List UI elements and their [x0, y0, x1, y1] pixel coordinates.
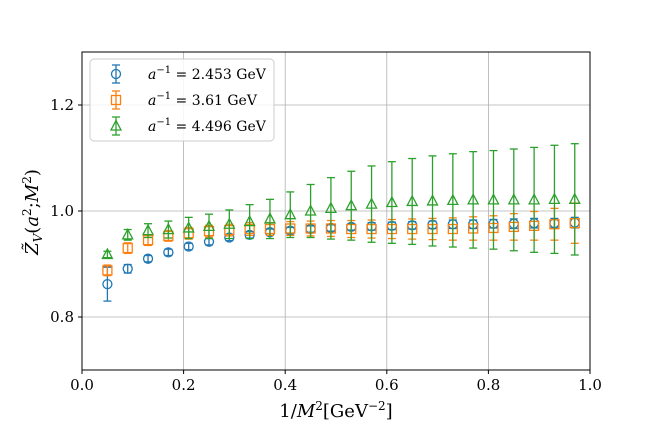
- x-tick-label: 0.0: [70, 376, 94, 394]
- triangle-marker: [487, 192, 500, 205]
- triangle-marker: [304, 204, 317, 216]
- data-point: [223, 209, 236, 240]
- triangle-marker: [365, 197, 378, 209]
- triangle-marker: [162, 222, 175, 235]
- legend-entry-3: a−1 = 4.496 GeV: [109, 116, 267, 136]
- series-triangle: [101, 143, 581, 260]
- data-point: [102, 264, 113, 277]
- data-point: [183, 241, 194, 252]
- data-point: [324, 176, 337, 240]
- data-point: [467, 150, 480, 249]
- legend-marker-circle: [110, 64, 122, 84]
- x-tick-label: 0.4: [273, 376, 297, 394]
- triangle-marker: [345, 198, 358, 211]
- data-point: [263, 198, 277, 240]
- triangle-marker: [109, 119, 123, 131]
- series-layer: [101, 143, 581, 302]
- y-tick-label: 1.2: [50, 96, 74, 114]
- circle-marker: [163, 247, 174, 258]
- triangle-marker: [324, 201, 337, 214]
- y-axis: 0.8 1.0 1.2: [50, 96, 82, 326]
- circle-marker: [110, 68, 122, 80]
- triangle-marker: [507, 192, 520, 205]
- legend-marker-triangle: [109, 116, 123, 136]
- data-point: [548, 144, 561, 255]
- data-point: [487, 149, 500, 250]
- data-point: [568, 143, 581, 256]
- triangle-marker: [568, 192, 581, 204]
- legend-label-1: a−1 = 2.453 GeV: [148, 65, 267, 83]
- data-point: [101, 247, 114, 260]
- triangle-marker: [223, 217, 236, 229]
- triangle-marker: [548, 192, 561, 204]
- triangle-marker: [528, 192, 541, 205]
- circle-marker: [183, 241, 194, 252]
- triangle-marker: [202, 219, 216, 232]
- data-point: [122, 242, 133, 255]
- y-tick-label: 1.0: [50, 202, 74, 220]
- triangle-marker: [121, 227, 134, 240]
- data-point: [528, 146, 541, 253]
- data-point: [243, 203, 256, 240]
- data-point: [163, 247, 174, 258]
- circle-marker: [142, 253, 154, 264]
- triangle-marker: [182, 221, 195, 233]
- x-tick-label: 0.2: [172, 376, 196, 394]
- data-point: [446, 153, 459, 248]
- legend-label-3: a−1 = 4.496 GeV: [148, 117, 267, 135]
- data-point: [507, 148, 520, 252]
- circle-marker: [102, 278, 113, 290]
- data-point: [426, 155, 439, 247]
- triangle-marker: [263, 212, 277, 224]
- data-point: [122, 263, 133, 274]
- x-tick-label: 1.0: [578, 376, 602, 394]
- y-axis-title: Z̃V(a2;M2): [20, 169, 45, 256]
- y-tick-label: 0.8: [50, 308, 74, 326]
- circle-marker: [122, 263, 133, 274]
- triangle-marker: [446, 193, 459, 206]
- data-point: [365, 165, 378, 243]
- data-point: [406, 157, 419, 246]
- legend-label-2: a−1 = 3.61 GeV: [148, 91, 258, 109]
- triangle-marker: [243, 214, 256, 227]
- data-point: [284, 191, 297, 239]
- x-axis: 0.0 0.2 0.4 0.6 0.8 1.0: [70, 370, 602, 394]
- x-axis-title: 1/M2[GeV−2]: [279, 399, 392, 422]
- square-marker: [110, 94, 122, 106]
- data-point: [162, 220, 175, 239]
- data-point: [385, 161, 398, 244]
- data-point: [304, 183, 317, 239]
- triangle-marker: [101, 247, 114, 260]
- triangle-marker: [141, 223, 155, 236]
- data-point: [202, 213, 216, 240]
- triangle-marker: [406, 194, 419, 207]
- triangle-marker: [467, 192, 480, 205]
- data-point: [345, 170, 358, 241]
- legend-marker-square: [110, 90, 122, 110]
- x-tick-label: 0.8: [476, 376, 500, 394]
- triangle-marker: [284, 207, 297, 220]
- data-point: [182, 216, 195, 240]
- data-point: [121, 227, 134, 241]
- triangle-marker: [385, 195, 398, 208]
- legend-box: [89, 58, 275, 142]
- legend: a−1 = 2.453 GeV a−1 = 3.61 GeV a−1 = 4.4…: [89, 58, 275, 142]
- data-point: [142, 253, 154, 264]
- legend-entry-2: a−1 = 3.61 GeV: [110, 90, 258, 110]
- triangle-marker: [426, 194, 439, 206]
- square-marker: [122, 242, 133, 254]
- legend-entry-1: a−1 = 2.453 GeV: [110, 64, 267, 84]
- square-marker: [102, 265, 113, 276]
- x-tick-label: 0.6: [375, 376, 399, 394]
- data-point: [141, 223, 155, 239]
